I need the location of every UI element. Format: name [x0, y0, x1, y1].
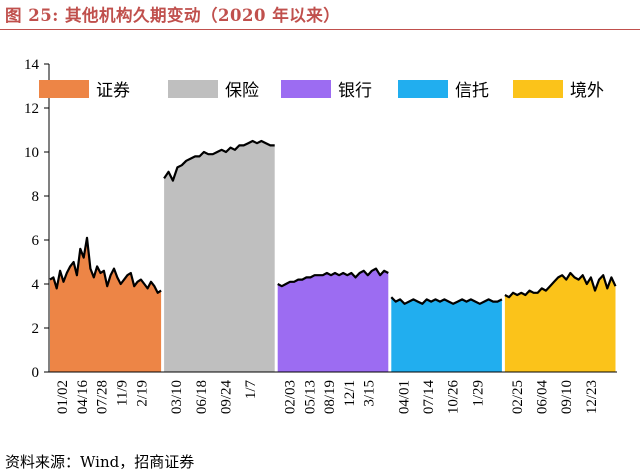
axes: 01/02 04/16 07/28 11/9 2/19 03/10 06/18 09/24 1/…	[24, 57, 617, 414]
series-line-3	[390, 296, 503, 305]
x-tick-label: 02/03	[283, 380, 299, 414]
area-4	[504, 273, 616, 372]
x-tick-label: 12/1	[342, 380, 358, 407]
area-2	[277, 268, 389, 372]
x-tick-label: 11/9	[115, 380, 131, 406]
x-tick-label: 2/19	[134, 380, 150, 407]
x-tick-label: 02/25	[510, 380, 526, 414]
y-tick-label: 14	[24, 57, 40, 73]
x-tick-label: 3/15	[362, 380, 378, 407]
y-tick-label: 4	[32, 277, 40, 293]
source-note: 资料来源：Wind，招商证券	[5, 453, 195, 471]
area-3	[391, 297, 502, 372]
series-line-1	[163, 139, 275, 182]
x-tick-label: 1/7	[243, 380, 259, 400]
legend-label-3: 信托	[455, 81, 489, 101]
title-divider	[0, 29, 640, 30]
legend-swatch-3	[398, 80, 448, 98]
legend-swatch-0	[39, 80, 89, 98]
legend-label-1: 保险	[225, 81, 259, 101]
plot-area	[49, 139, 617, 372]
legend-label-0: 证券	[96, 81, 130, 101]
y-tick-label: 8	[32, 189, 40, 205]
series-line-0	[49, 236, 162, 294]
legend-swatch-2	[281, 80, 331, 98]
x-tick-label: 08/19	[322, 380, 338, 414]
x-tick-label: 04/01	[396, 380, 412, 414]
y-tick-label: 10	[24, 145, 39, 161]
x-tick-label: 12/23	[584, 380, 600, 414]
y-tick-label: 12	[24, 101, 39, 117]
x-tick-label: 01/02	[55, 380, 71, 414]
x-tick-label: 09/24	[218, 380, 234, 415]
legend-swatch-1	[168, 80, 218, 98]
area-0	[50, 237, 162, 372]
legend-label-2: 银行	[338, 81, 372, 101]
y-tick-label: 0	[32, 365, 40, 381]
x-tick-label: 04/16	[75, 380, 91, 415]
y-tick-label: 2	[32, 321, 40, 337]
x-tick-label: 07/28	[95, 380, 111, 414]
legend-swatch-4	[513, 80, 563, 98]
x-tick-label: 07/14	[421, 380, 437, 415]
figure-title: 图 25: 其他机构久期变动（2020 年以来）	[5, 6, 341, 25]
x-tick-label: 05/13	[302, 380, 318, 414]
x-tick-label: 06/18	[194, 380, 210, 414]
x-tick-label: 1/29	[470, 380, 486, 407]
x-tick-label: 03/10	[169, 380, 185, 414]
legend-label-4: 境外	[570, 81, 604, 101]
y-tick-label: 6	[32, 233, 40, 249]
x-tick-label: 06/04	[535, 380, 551, 415]
series-line-4	[504, 271, 617, 299]
x-tick-label: 10/26	[446, 380, 462, 415]
legend: 证券 保险 银行 信托 境外	[39, 80, 604, 101]
series-line-2	[277, 267, 389, 288]
x-tick-label: 09/10	[559, 380, 575, 414]
area-1	[164, 141, 275, 372]
